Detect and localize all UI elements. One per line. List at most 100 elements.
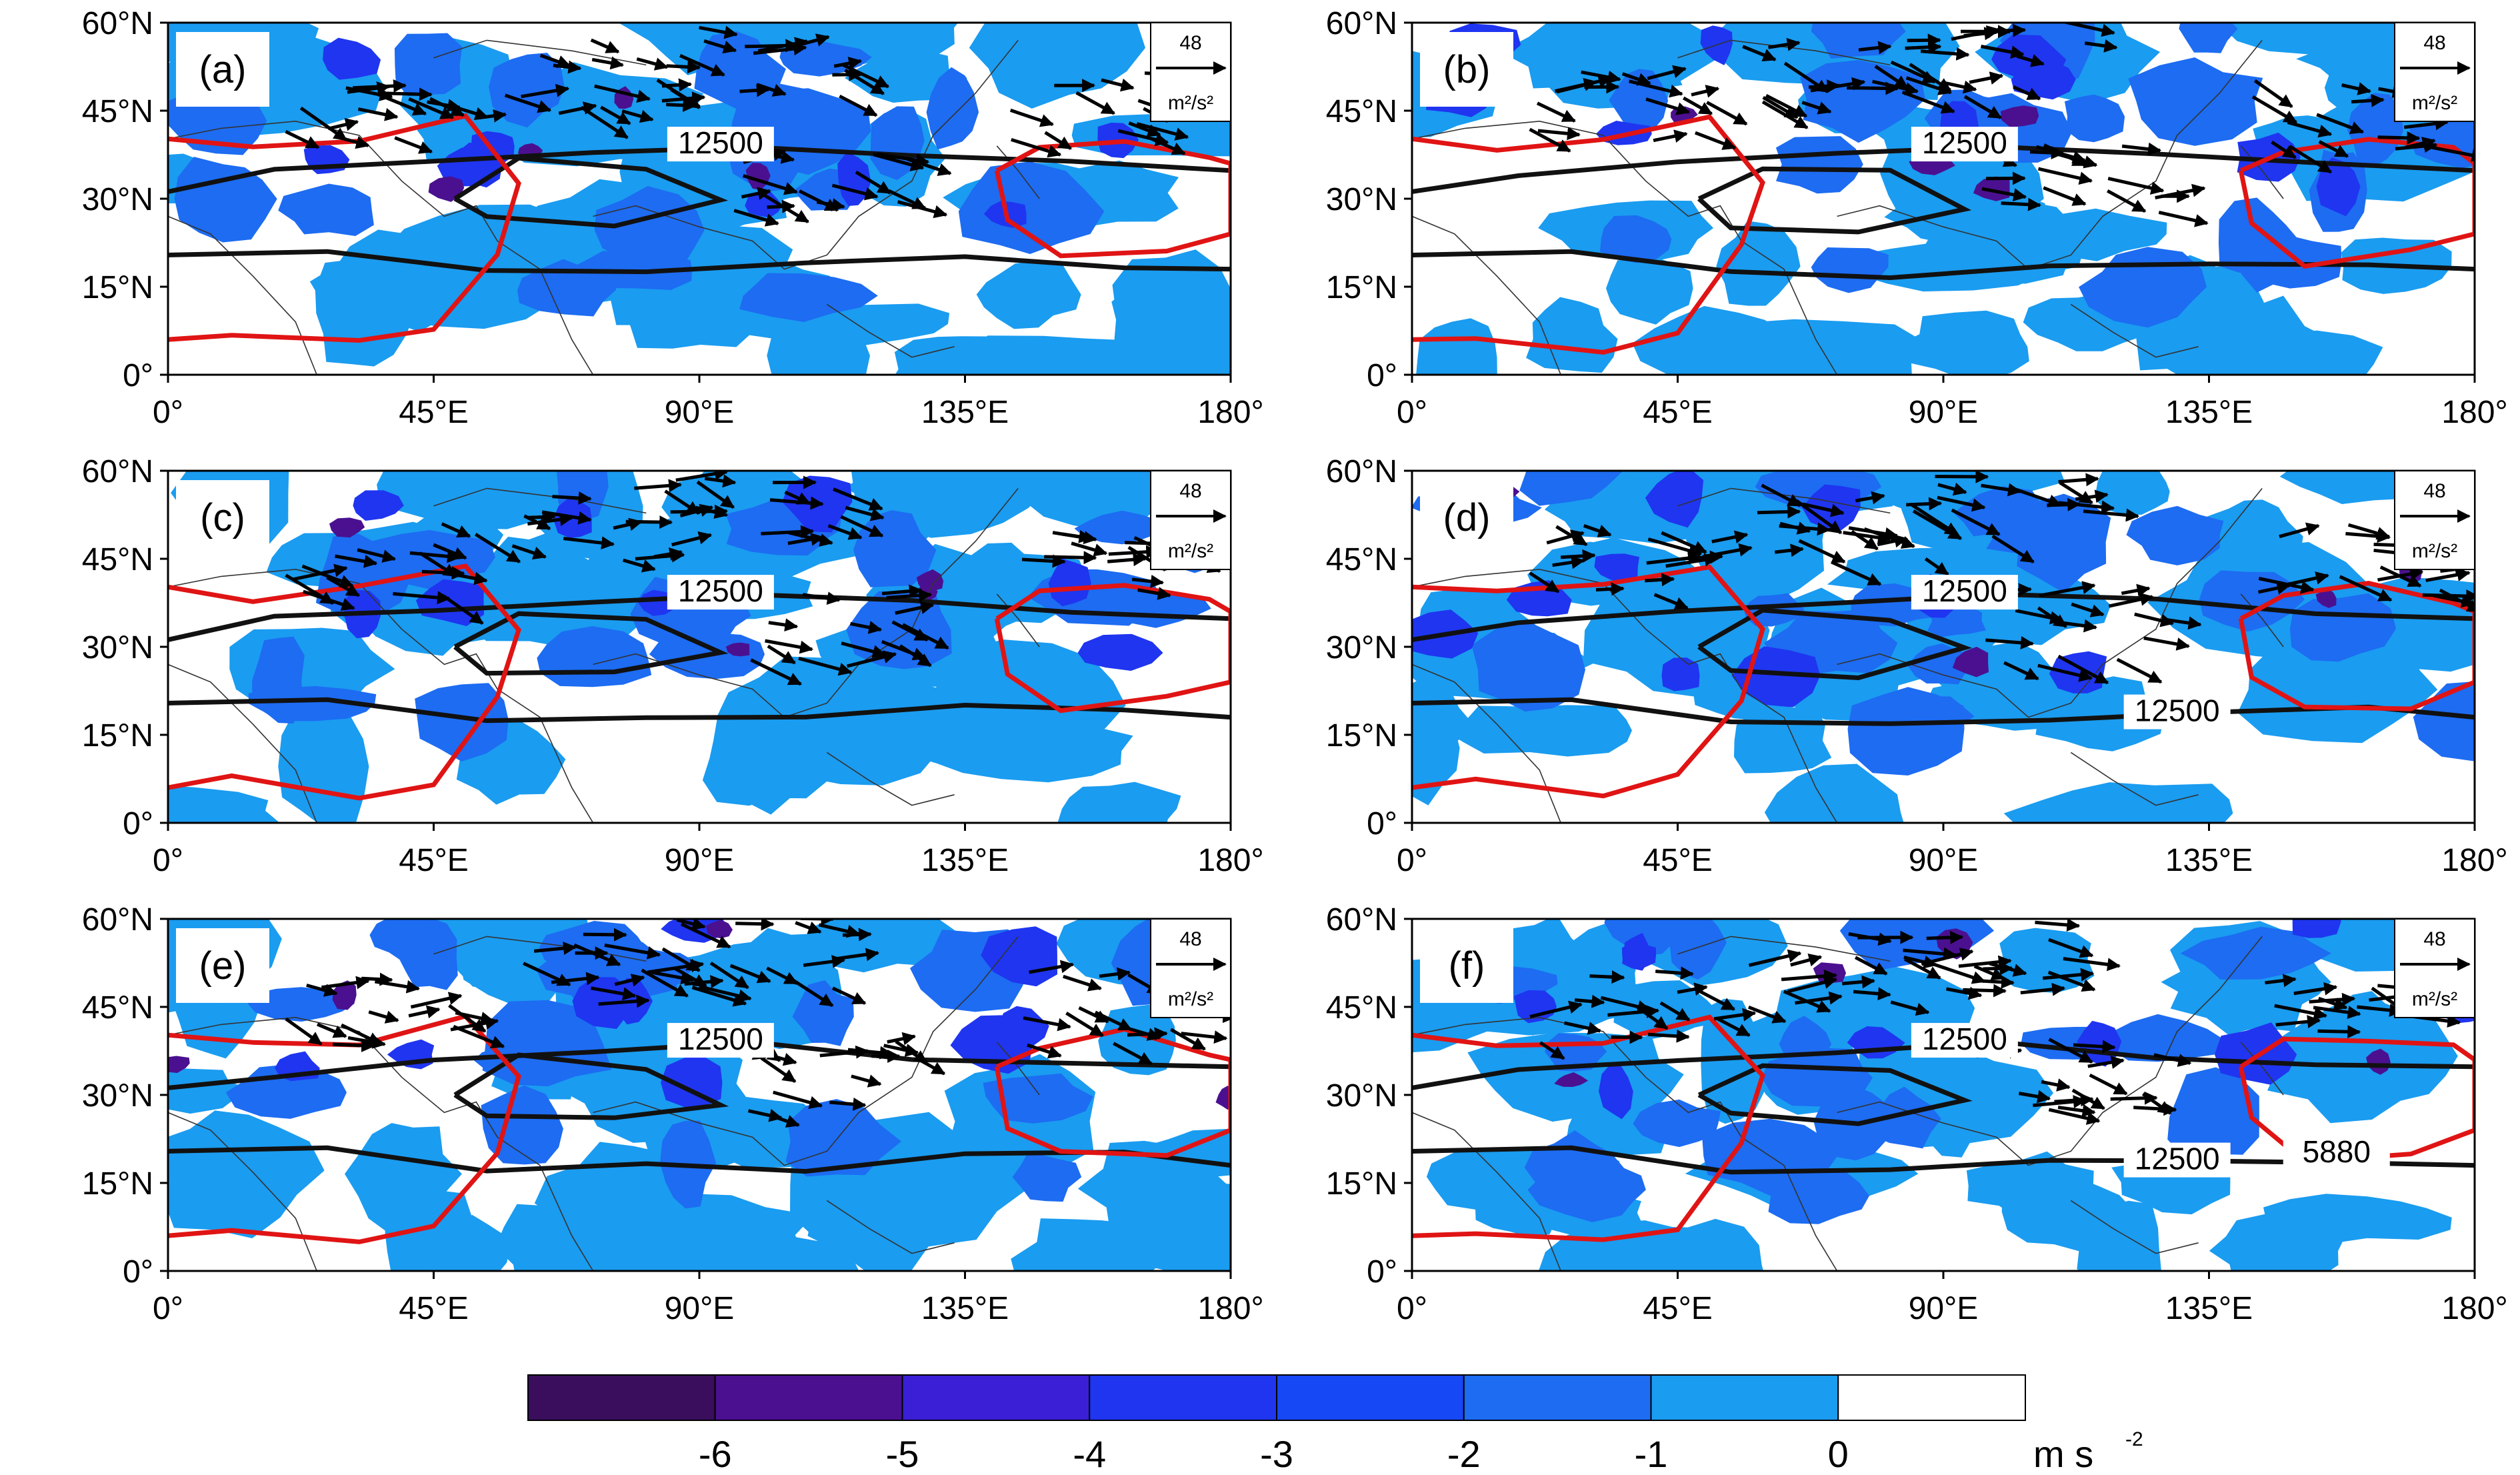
map-panel-a: 0° 45°E 90°E 135°E 180° 60°N 45°N 30°N 15°N 0° (a)…: [82, 6, 1264, 430]
shading-field: [1412, 471, 2475, 823]
flux-vector-arrow: [357, 107, 399, 121]
flux-vector-arrow: [2016, 54, 2045, 67]
contour-label: 12500: [1922, 573, 2007, 608]
flux-vector-arrow: [1842, 975, 1875, 989]
flux-vector-arrow: [1645, 97, 1691, 115]
flux-vector-arrow: [2108, 592, 2154, 608]
flux-vector-arrow: [539, 53, 571, 68]
y-tick-label: 60°N: [1326, 454, 1397, 489]
contour-label-box: [667, 127, 774, 162]
flux-vector-arrow: [1981, 483, 2022, 497]
flux-vector-arrow: [622, 558, 656, 573]
flux-vector-arrow: [802, 591, 841, 605]
reference-vector-magnitude: 48: [1179, 928, 1201, 950]
flux-vector-arrow: [1078, 1006, 1109, 1024]
flux-vector-arrow: [1677, 982, 1708, 996]
flux-vector-arrow: [2013, 487, 2062, 507]
contour-label: 12500: [2135, 693, 2220, 728]
flux-vector-arrow: [850, 621, 883, 634]
map-panel-f: 0° 45°E 90°E 135°E 180° 60°N 45°N 30°N 15°N 0° (f)…: [1326, 902, 2508, 1326]
flux-vector-arrow: [429, 97, 465, 117]
flux-vector-arrow: [1801, 101, 1832, 115]
x-tick-label: 45°E: [1643, 1291, 1713, 1326]
flux-vector-arrow: [653, 547, 683, 561]
flux-vector-arrow: [676, 919, 706, 931]
x-tick-label: 90°E: [1909, 395, 1979, 430]
panel-label: (d): [1443, 496, 1491, 539]
flux-vector-arrow: [2271, 140, 2297, 159]
flux-vector-arrow: [2275, 1015, 2321, 1029]
contour-label: 12500: [678, 573, 763, 608]
flux-vector-arrow: [521, 83, 570, 99]
reference-vector-box: 48 m²/s²: [2394, 470, 2475, 570]
flux-vector-arrow: [614, 974, 645, 987]
flux-vector-arrow: [1537, 127, 1581, 141]
y-tick-label: 60°N: [82, 902, 153, 938]
flux-vector-arrow: [709, 962, 749, 990]
contour-label: 12500: [678, 125, 763, 160]
flux-vector-arrow: [2084, 39, 2118, 53]
flux-vector-arrow: [1941, 80, 1977, 94]
y-tick-label: 60°N: [82, 6, 153, 41]
flux-vector-arrow: [591, 56, 625, 70]
flux-vector-arrow: [1706, 101, 1748, 126]
flux-vector-arrow: [806, 455, 861, 469]
flux-vector-arrow: [1855, 491, 1885, 505]
flux-vector-arrow: [558, 101, 597, 115]
flux-vector-arrow: [1742, 45, 1777, 61]
flux-vector-arrow: [1848, 526, 1899, 541]
contour-label: 12500: [1922, 1022, 2007, 1056]
panel-label-box: [176, 928, 269, 1003]
flux-vector-arrow: [317, 1022, 347, 1038]
colorbar-tick-label: 0: [1828, 1433, 1849, 1475]
flux-vector-arrow: [2134, 612, 2175, 627]
flux-vector-arrow: [1536, 101, 1576, 123]
flux-vector-arrow: [703, 39, 737, 54]
flux-vector-arrow: [1748, 949, 1802, 968]
flux-vector-arrow: [2121, 583, 2151, 597]
y-tick-label: 15°N: [82, 1166, 153, 1202]
flux-vector-arrow: [2287, 121, 2333, 138]
flux-vector-arrow: [285, 1017, 323, 1046]
flux-vector-arrow: [1761, 100, 1809, 129]
flux-vector-arrow: [1890, 60, 1937, 84]
flux-vector-arrow: [679, 54, 725, 77]
reference-vector-magnitude: 48: [1179, 32, 1201, 54]
flux-vector-arrow: [1071, 541, 1108, 557]
flux-vector-arrow: [767, 199, 796, 213]
flux-vector-arrow: [1029, 960, 1075, 974]
flux-vector-arrow: [784, 490, 811, 505]
flux-vector-arrow: [2153, 1053, 2192, 1068]
flux-vector-arrow: [1137, 587, 1171, 600]
flux-vector-arrow: [1906, 497, 1943, 511]
flux-vector-arrow: [2293, 982, 2338, 996]
flux-vector-arrow: [666, 60, 701, 74]
flux-vector-arrow: [699, 25, 738, 39]
flux-vector-arrow: [2071, 602, 2105, 617]
flux-vector-arrow: [2422, 589, 2475, 603]
flux-vector-arrow: [527, 510, 556, 524]
flux-vector-arrow: [767, 644, 796, 665]
x-tick-label: 135°E: [921, 843, 1009, 878]
flux-vector-arrow: [408, 97, 455, 119]
flux-vector-arrow: [1094, 1010, 1133, 1032]
flux-vector-arrow: [1653, 129, 1688, 143]
flux-vector-arrow: [421, 566, 465, 580]
flux-vector-arrow: [2257, 581, 2291, 595]
flux-vector-arrow: [877, 152, 930, 167]
flux-vector-arrow: [2047, 970, 2096, 992]
flux-vector-arrow: [841, 641, 887, 658]
flux-vector-arrow: [448, 1004, 487, 1033]
flux-vector-arrow: [1937, 495, 1986, 512]
flux-vector-arrow: [696, 480, 735, 509]
flux-vector-arrow: [1963, 95, 2002, 119]
flux-vector-arrow: [1583, 524, 1612, 537]
flux-vector-arrow: [409, 549, 461, 563]
flux-vector-arrow: [1574, 994, 1605, 1008]
flux-vector-arrow: [881, 639, 927, 661]
flux-vector-arrow: [408, 1005, 441, 1019]
colorbar-swatch: [1650, 1374, 1839, 1421]
flux-vector-arrow: [1136, 122, 1189, 141]
flux-vector-arrow: [1108, 545, 1160, 559]
y-tick-label: 15°N: [1326, 270, 1397, 305]
